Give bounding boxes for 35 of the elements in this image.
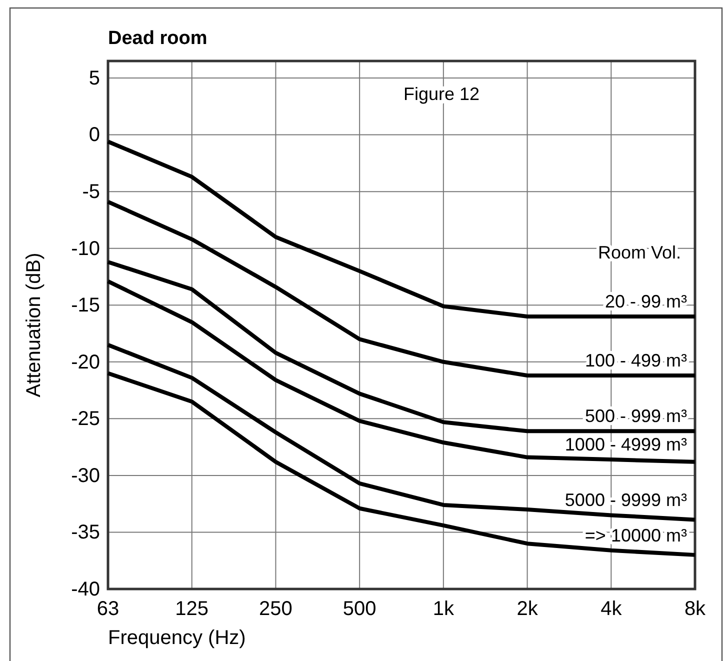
y-tick-label: -25: [71, 408, 100, 430]
x-tick-label: 125: [175, 598, 209, 620]
x-tick-label: 2k: [516, 598, 539, 620]
chart-title: Dead room: [108, 28, 208, 49]
line-series: [106, 200, 697, 378]
x-axis-title: Frequency (Hz): [108, 627, 246, 649]
series-label: 1000 - 4999 m³: [564, 434, 687, 455]
legend-title: Room Vol.: [598, 242, 681, 262]
x-tick-label: 1k: [432, 598, 455, 620]
line-series: [106, 140, 697, 318]
x-tick-label: 4k: [600, 598, 623, 620]
x-tick-label: 8k: [684, 598, 707, 620]
x-tick-label: 250: [259, 598, 292, 620]
y-tick-label: -35: [71, 522, 100, 544]
line-series: [106, 342, 697, 522]
y-tick-label: -5: [82, 180, 100, 203]
series-label: 100 - 499 m³: [584, 350, 687, 371]
series-label: 5000 - 9999 m³: [564, 490, 687, 510]
y-axis-title: Attenuation (dB): [23, 252, 45, 398]
line-series: [106, 279, 697, 464]
y-tick-label: -20: [71, 351, 100, 374]
y-tick-label: -10: [71, 238, 100, 260]
x-tick-label: 500: [342, 598, 376, 620]
y-tick-label: -30: [71, 464, 100, 487]
y-tick-label: -15: [71, 294, 100, 317]
x-tick-label: 63: [96, 598, 120, 620]
y-tick-label: -40: [71, 578, 100, 600]
line-series: [106, 371, 697, 557]
line-series: [106, 260, 697, 434]
series-label: 500 - 999 m³: [584, 406, 687, 426]
y-tick-label: 0: [88, 124, 100, 146]
series-label: => 10000 m³: [584, 525, 687, 546]
series-label: 20 - 99 m³: [604, 291, 688, 312]
y-tick-label: 5: [88, 67, 100, 90]
annotation: Figure 12: [403, 84, 480, 104]
